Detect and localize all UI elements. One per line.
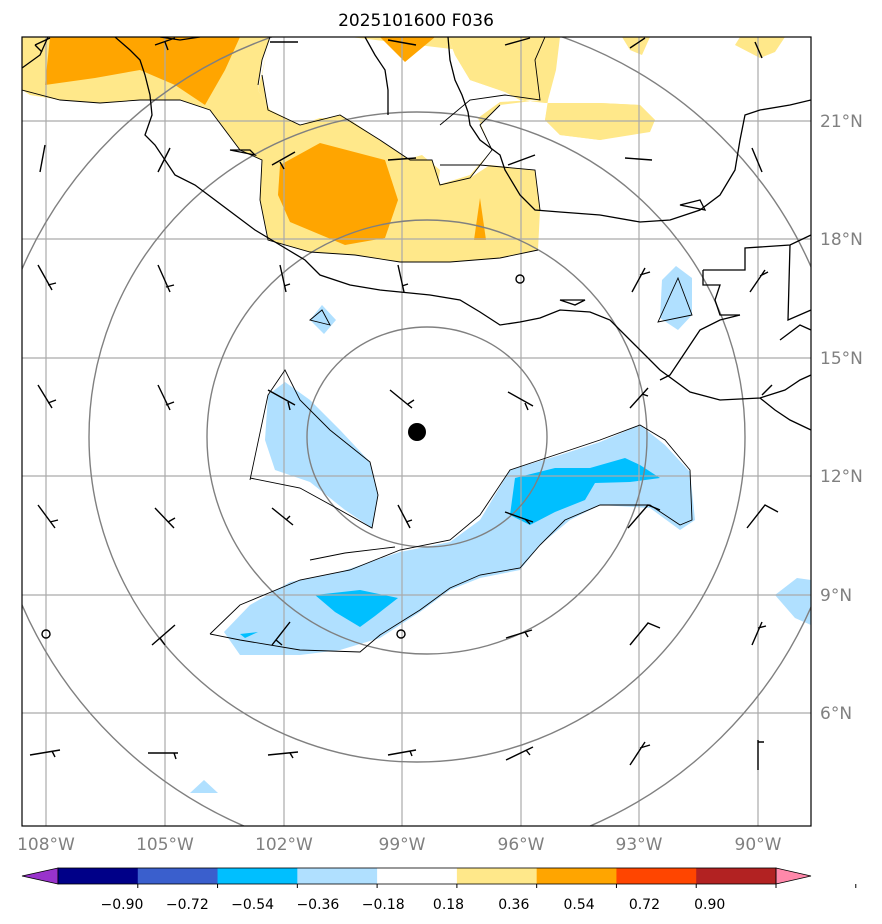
figure-title: 2025101600 F036 bbox=[338, 11, 494, 31]
map-frame bbox=[21, 36, 812, 827]
blue-core-east bbox=[510, 458, 660, 525]
negative-anomaly-fill bbox=[190, 266, 811, 793]
colorbar-label: −0.36 bbox=[296, 897, 339, 913]
colorbar: −0.90 −0.72 −0.54 −0.36 −0.18 0.18 0.36 0.54 0.7… bbox=[21, 867, 857, 913]
lat-label: 21°N bbox=[820, 112, 863, 132]
lon-label: 93°W bbox=[616, 835, 663, 855]
colorbar-bin bbox=[696, 868, 777, 884]
colorbar-label: 0.54 bbox=[564, 897, 595, 913]
lat-label: 9°N bbox=[820, 586, 852, 606]
lightblue-region-small bbox=[310, 305, 336, 334]
colorbar-label: 0.18 bbox=[433, 897, 464, 913]
orange-region-top-center bbox=[380, 37, 435, 62]
colorbar-bin bbox=[536, 868, 617, 884]
yellow-region-main bbox=[22, 37, 540, 262]
lightblue-region-bottom bbox=[190, 780, 218, 793]
lat-label: 6°N bbox=[820, 704, 852, 724]
colorbar-frame bbox=[57, 867, 777, 885]
lightblue-region-southeast bbox=[775, 578, 811, 625]
lon-label: 108°W bbox=[17, 835, 75, 855]
range-rings bbox=[22, 37, 811, 826]
calm-wind-markers bbox=[41, 274, 525, 639]
colorbar-bin bbox=[137, 868, 219, 884]
colorbar-bin bbox=[217, 868, 298, 884]
lat-label: 15°N bbox=[820, 349, 863, 369]
lon-label: 102°W bbox=[255, 835, 313, 855]
lat-label: 12°N bbox=[820, 467, 863, 487]
blue-core-west bbox=[315, 590, 398, 627]
positive-anomaly-fill bbox=[22, 37, 785, 262]
contour-lines bbox=[22, 37, 693, 653]
blue-core-tiny bbox=[240, 632, 258, 638]
lightblue-region-east bbox=[660, 266, 692, 330]
lon-label: 90°W bbox=[735, 835, 782, 855]
colorbar-bin bbox=[58, 868, 139, 884]
lon-label: 99°W bbox=[379, 835, 426, 855]
colorbar-extend-under bbox=[21, 867, 59, 885]
colorbar-bin bbox=[616, 868, 697, 884]
colorbar-label: −0.18 bbox=[362, 897, 405, 913]
latitude-labels: 21°N 18°N 15°N 12°N 9°N 6°N bbox=[820, 112, 863, 724]
colorbar-bin bbox=[456, 868, 538, 884]
colorbar-label: −0.54 bbox=[231, 897, 274, 913]
colorbar-bin bbox=[297, 868, 378, 884]
lightblue-region-west bbox=[265, 382, 378, 528]
coastlines bbox=[22, 37, 811, 431]
wind-barbs bbox=[29, 37, 779, 770]
colorbar-extend-over bbox=[775, 867, 812, 885]
map-panel bbox=[22, 37, 811, 826]
colorbar-label: 0.72 bbox=[629, 897, 660, 913]
colorbar-label: −0.72 bbox=[166, 897, 209, 913]
lon-label: 96°W bbox=[498, 835, 545, 855]
colorbar-label: 0.90 bbox=[694, 897, 725, 913]
lat-label: 18°N bbox=[820, 230, 863, 250]
orange-region-northwest bbox=[45, 37, 240, 105]
colorbar-label: 0.36 bbox=[498, 897, 529, 913]
yellow-region-north bbox=[22, 37, 655, 185]
orange-region-center bbox=[278, 143, 398, 245]
storm-center-marker bbox=[408, 423, 426, 441]
orange-region-sliver bbox=[474, 198, 486, 240]
colorbar-bin bbox=[377, 868, 458, 884]
yellow-region-top-right bbox=[622, 37, 785, 58]
lon-label: 105°W bbox=[136, 835, 194, 855]
longitude-labels: 108°W 105°W 102°W 99°W 96°W 93°W 90°W bbox=[17, 835, 782, 855]
colorbar-label: −0.90 bbox=[101, 897, 144, 913]
